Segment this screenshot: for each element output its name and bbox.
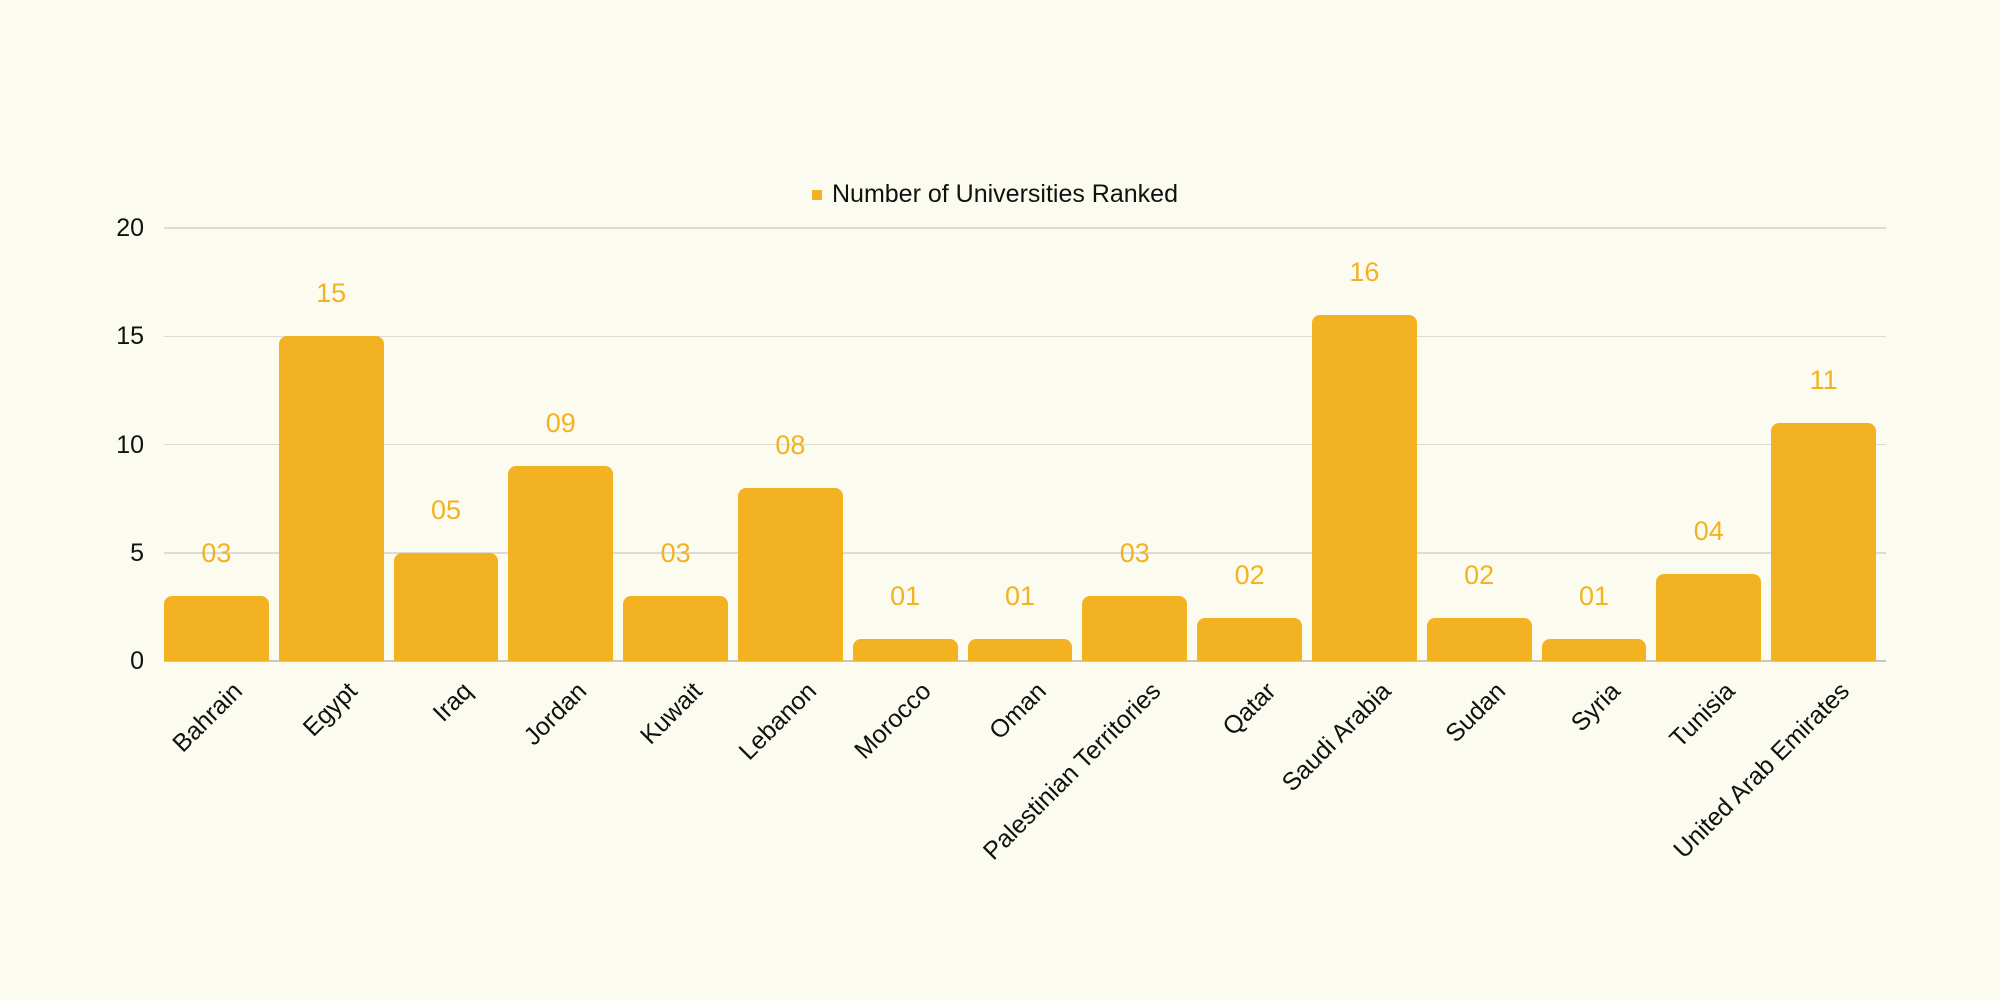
x-tick-label: Oman (983, 677, 1052, 745)
data-label: 09 (545, 408, 576, 439)
x-tick-label: Jordan (518, 677, 593, 751)
y-tick-label: 20 (116, 214, 144, 242)
x-axis-line (164, 660, 1886, 662)
data-label: 01 (1578, 581, 1610, 612)
bar-iraq[interactable] (393, 552, 499, 661)
bar-tunisia[interactable] (1656, 574, 1762, 661)
bar-palestinian-territories[interactable] (1082, 596, 1188, 661)
y-tick-label: 10 (116, 430, 144, 459)
bar-qatar[interactable] (1197, 617, 1302, 661)
gridline (164, 443, 1886, 446)
legend: Number of Universities Ranked (812, 180, 1178, 209)
bar-morocco[interactable] (852, 639, 958, 661)
data-label: 02 (1234, 559, 1265, 590)
y-tick-label: 15 (116, 322, 144, 351)
data-label: 01 (890, 581, 921, 612)
bar-united-arab-emirates[interactable] (1771, 422, 1876, 661)
bar-saudi-arabia[interactable] (1312, 314, 1417, 661)
data-label: 15 (316, 278, 347, 309)
bar-sudan[interactable] (1426, 617, 1532, 661)
data-label: 04 (1693, 516, 1724, 547)
y-tick-label: 5 (130, 538, 144, 567)
x-tick-label: Bahrain (167, 677, 249, 758)
bar-jordan[interactable] (508, 466, 614, 661)
x-tick-label: Tunisia (1664, 677, 1741, 754)
legend-swatch-icon (812, 189, 822, 200)
gridline (164, 335, 1886, 337)
y-tick-label: 0 (130, 647, 144, 675)
x-tick-label: Morocco (849, 677, 938, 765)
data-label: 02 (1464, 559, 1495, 590)
x-tick-label: Sudan (1440, 677, 1512, 748)
data-label: 03 (201, 538, 232, 569)
bar-oman[interactable] (967, 639, 1073, 661)
plot-area: 0 5 10 15 20 03 Bahrain 15 Egypt 05 Iraq 09 Jordan 03… (116, 214, 1886, 865)
gridline (164, 552, 1886, 554)
legend-label: Number of Universities Ranked (832, 180, 1178, 208)
data-label: 01 (1004, 581, 1036, 612)
x-tick-label: Egypt (297, 677, 364, 743)
bar-bahrain[interactable] (164, 596, 269, 661)
bar-egypt[interactable] (278, 336, 384, 661)
data-label: 16 (1349, 256, 1380, 287)
data-label: 05 (430, 494, 462, 525)
data-label: 03 (660, 538, 691, 569)
x-tick-label: Saudi Arabia (1276, 677, 1397, 798)
x-tick-label: Syria (1565, 677, 1626, 738)
x-tick-label: Lebanon (733, 677, 823, 766)
x-tick-label: Iraq (427, 677, 478, 728)
bar-kuwait[interactable] (623, 596, 728, 661)
data-label: 08 (775, 429, 806, 460)
bar-lebanon[interactable] (738, 487, 843, 661)
data-label: 11 (1809, 364, 1838, 395)
gridline (164, 227, 1886, 229)
bar-syria[interactable] (1541, 639, 1647, 661)
x-tick-label: Kuwait (634, 677, 708, 750)
data-label: 03 (1119, 538, 1150, 569)
x-tick-label: Qatar (1217, 677, 1282, 742)
